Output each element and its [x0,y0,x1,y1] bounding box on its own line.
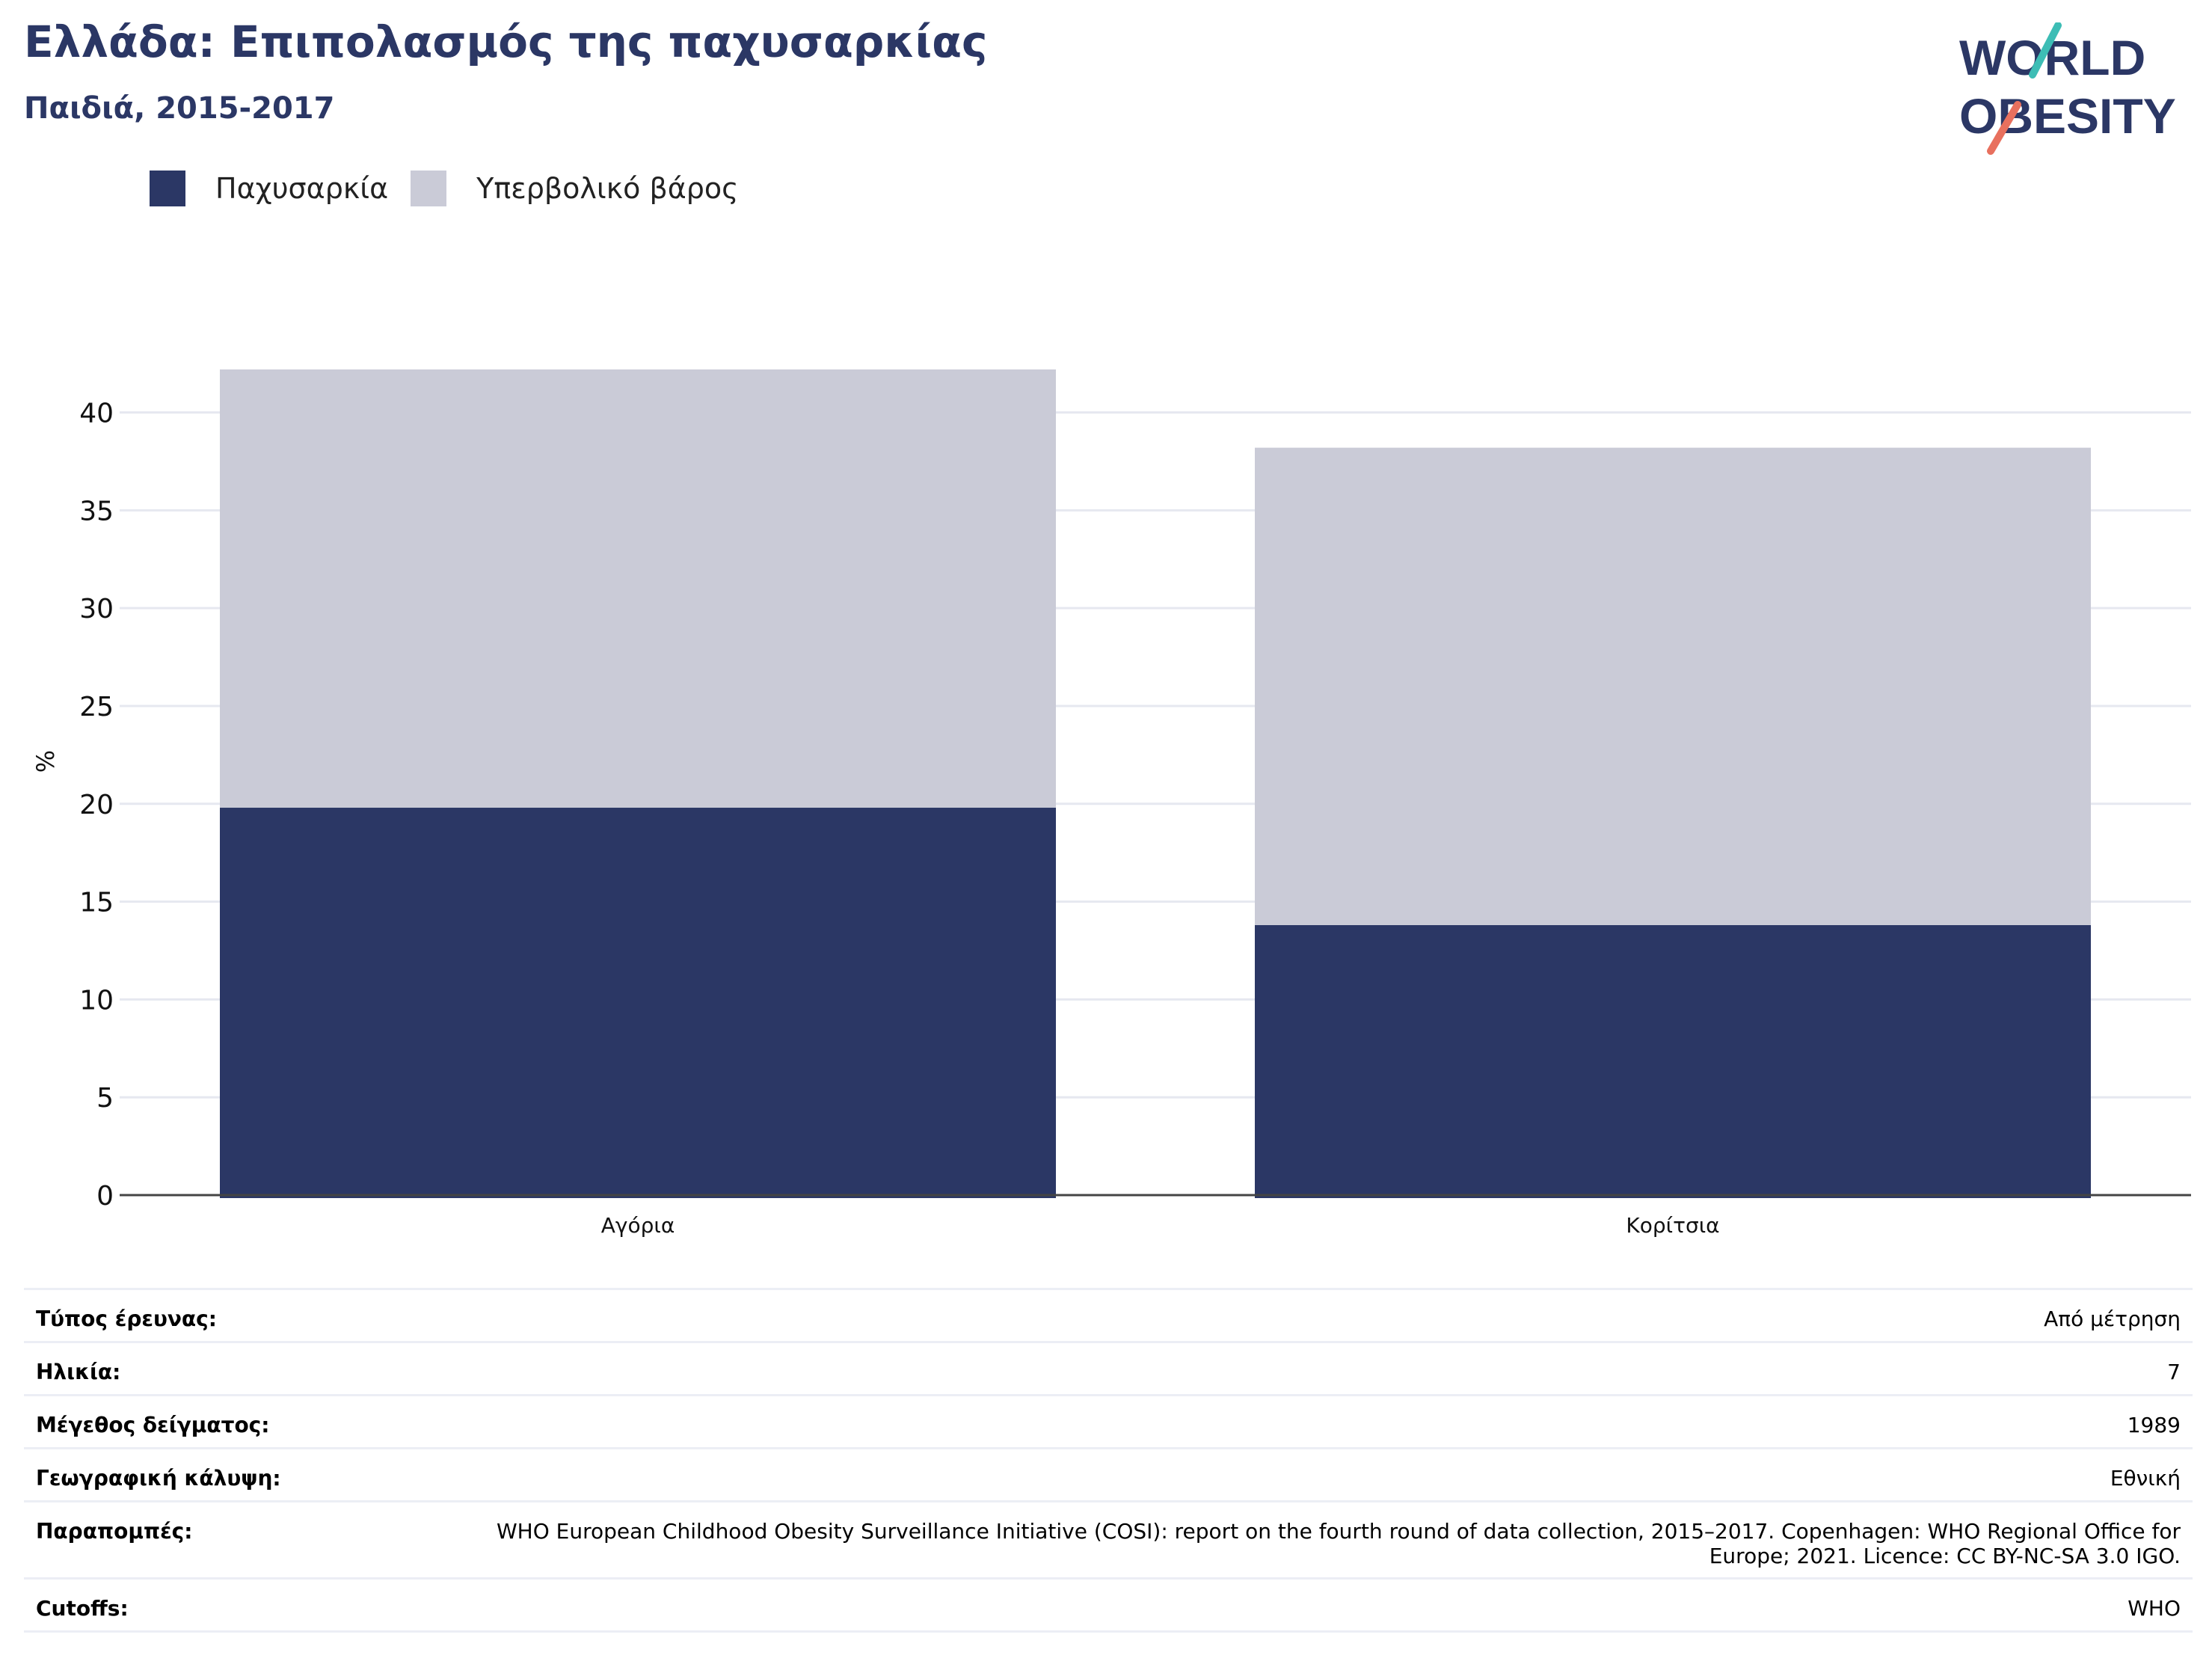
bar-chart: 0 5 10 15 20 25 30 35 40% Αγόρια Κορίτσια [31,369,2191,1238]
legend-label-obesity: Παχυσαρκία [215,172,389,205]
info-row-age: Ηλικία: 7 [24,1341,2193,1396]
info-label: Παραπομπές: [24,1500,473,1579]
info-row-sample-size: Μέγεθος δείγματος: 1989 [24,1394,2193,1449]
chart-subtitle: Παιδιά, 2015-2017 [24,91,335,126]
y-tick-label: 25 [79,692,114,722]
info-table: Τύπος έρευνας: Από μέτρηση Ηλικία: 7 Μέγ… [24,1288,2193,1633]
y-tick-label: 40 [79,399,114,429]
info-value: WHO [473,1577,2193,1633]
bar-overweight-1 [220,369,1056,808]
x-tick-label: Αγόρια [601,1213,675,1238]
legend-swatch-overweight [411,171,447,206]
info-row-references: Παραπομπές: WHO European Childhood Obesi… [24,1500,2193,1579]
info-row-cutoffs: Cutoffs: WHO [24,1577,2193,1633]
info-value: Εθνική [473,1447,2193,1502]
legend-item-overweight: Υπερβολικό βάρος [411,171,738,206]
info-value: Από μέτρηση [473,1288,2193,1342]
info-label: Μέγεθος δείγματος: [24,1394,473,1449]
legend-swatch-obesity [150,171,185,206]
info-row-coverage: Γεωγραφική κάλυψη: Εθνική [24,1447,2193,1502]
bar-obesity-2 [1255,924,2091,1198]
world-obesity-logo: WORLD OBESITY [1959,22,2176,155]
info-label: Τύπος έρευνας: [24,1288,473,1342]
legend-label-overweight: Υπερβολικό βάρος [476,172,739,205]
logo-line2: OBESITY [1959,88,2176,144]
y-tick-label: 20 [79,790,114,820]
y-tick-label: 5 [96,1083,114,1114]
chart-legend: Παχυσαρκία Υπερβολικό βάρος [150,171,761,206]
info-value: WHO European Childhood Obesity Surveilla… [473,1500,2193,1579]
y-tick-label: 0 [96,1181,114,1212]
y-tick-label: 10 [79,985,114,1016]
info-value: 7 [473,1341,2193,1396]
info-row-survey-type: Τύπος έρευνας: Από μέτρηση [24,1288,2193,1342]
chart-title: Ελλάδα: Επιπολασμός της παχυσαρκίας [24,16,988,67]
info-label: Γεωγραφική κάλυψη: [24,1447,473,1502]
info-label: Cutoffs: [24,1577,473,1633]
info-value: 1989 [473,1394,2193,1449]
bar-obesity-1 [220,808,1056,1198]
y-tick-label: 30 [79,594,114,624]
bar-overweight-2 [1255,447,2091,925]
info-label: Ηλικία: [24,1341,473,1396]
y-axis-label: % [31,750,60,773]
y-tick-label: 15 [79,888,114,918]
legend-item-obesity: Παχυσαρκία [150,171,388,206]
x-tick-label: Κορίτσια [1626,1213,1719,1238]
y-tick-label: 35 [79,496,114,527]
